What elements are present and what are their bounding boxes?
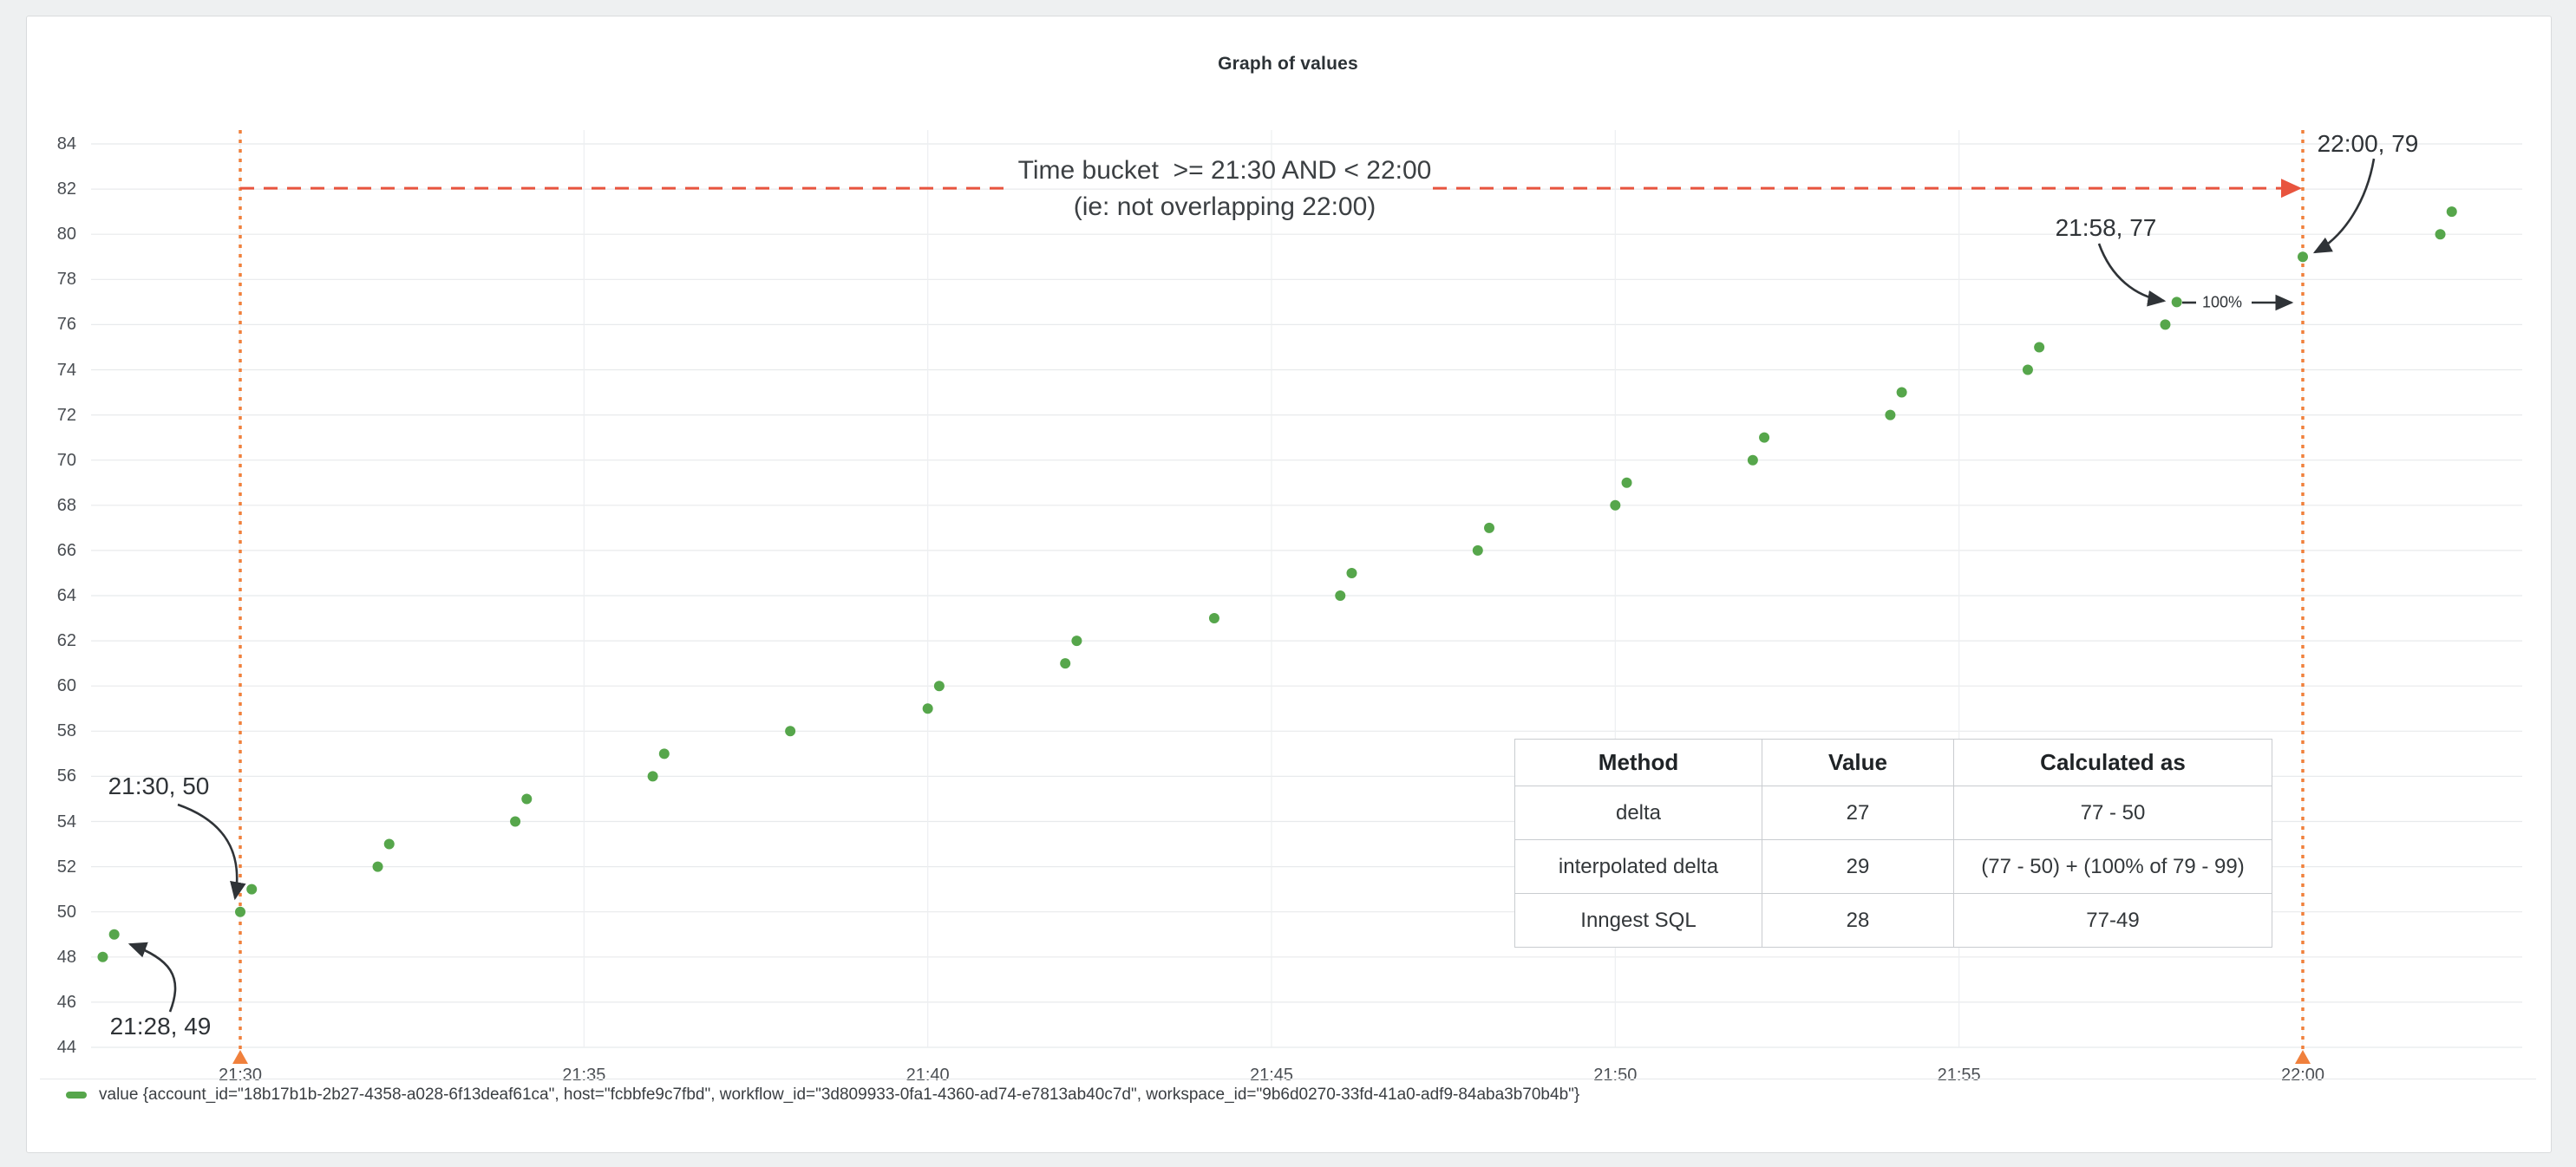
data-point bbox=[1346, 567, 1357, 578]
data-point bbox=[1610, 499, 1621, 511]
time-bucket-note-line1: Time bucket >= 21:30 AND < 22:00 bbox=[1017, 156, 1432, 185]
data-point bbox=[1484, 522, 1495, 533]
y-tick-label: 56 bbox=[56, 766, 76, 786]
data-point bbox=[235, 906, 245, 917]
table-row: interpolated delta 29 (77 - 50) + (100% of… bbox=[1514, 839, 2272, 894]
y-tick-label: 60 bbox=[56, 676, 76, 696]
y-tick-label: 50 bbox=[56, 902, 76, 922]
data-point bbox=[658, 748, 670, 760]
time-marker-triangle-icon bbox=[232, 1050, 248, 1064]
data-point bbox=[1885, 409, 1896, 421]
x-tick-label: 21:45 bbox=[1249, 1066, 1294, 1085]
data-point bbox=[1071, 636, 1082, 647]
panel-title: Graph of values bbox=[1218, 54, 1358, 74]
table-cell: 77 - 50 bbox=[1953, 786, 2272, 840]
annotation-21-30-50: 21:30, 50 bbox=[108, 773, 210, 799]
arrow-to-21-28-49 bbox=[127, 942, 177, 1013]
data-point bbox=[97, 951, 108, 962]
x-tick-label: 21:55 bbox=[1937, 1066, 1981, 1085]
data-point bbox=[922, 703, 933, 714]
table-row: Inngest SQL 28 77-49 bbox=[1514, 893, 2272, 948]
calculation-table-head: Method Value Calculated as bbox=[1514, 739, 2272, 786]
chart-panel bbox=[26, 16, 2552, 1153]
y-tick-label: 84 bbox=[56, 134, 76, 153]
data-point bbox=[2171, 297, 2182, 308]
y-tick-label: 76 bbox=[56, 315, 76, 335]
data-point bbox=[933, 681, 945, 692]
data-point bbox=[1060, 658, 1071, 669]
data-point bbox=[510, 816, 521, 827]
y-tick-label: 68 bbox=[56, 495, 76, 515]
time-marker-triangle-icon bbox=[2295, 1050, 2311, 1064]
data-point bbox=[521, 793, 533, 805]
table-cell: (77 - 50) + (100% of 79 - 99) bbox=[1953, 839, 2272, 894]
calculation-table: Method Value Calculated as delta 27 77 - 50 i… bbox=[1514, 739, 2272, 948]
arrow-to-21-30-50 bbox=[177, 803, 246, 901]
table-cell: 77-49 bbox=[1953, 893, 2272, 948]
table-cell: interpolated delta bbox=[1514, 839, 1762, 894]
y-tick-label: 48 bbox=[56, 947, 76, 967]
table-cell: Inngest SQL bbox=[1514, 893, 1762, 948]
legend-item[interactable]: value {account_id="18b17b1b-2b27-4358-a0… bbox=[66, 1086, 1579, 1105]
data-point bbox=[108, 929, 120, 940]
data-point bbox=[1747, 454, 1758, 466]
table-cell: 29 bbox=[1762, 839, 1954, 894]
data-point bbox=[647, 771, 658, 782]
y-tick-label: 74 bbox=[56, 360, 76, 380]
y-tick-label: 46 bbox=[56, 992, 76, 1012]
data-point bbox=[2022, 364, 2033, 375]
data-point bbox=[2446, 206, 2457, 218]
annotation-100-percent: 100% bbox=[2201, 293, 2243, 311]
data-point bbox=[2160, 319, 2171, 330]
calculation-table-body: delta 27 77 - 50 interpolated delta 29 (77 - … bbox=[1514, 786, 2272, 948]
y-tick-label: 62 bbox=[56, 631, 76, 651]
x-tick-label: 21:50 bbox=[1593, 1066, 1638, 1085]
bucket-range-arrowhead-icon bbox=[2281, 179, 2302, 199]
data-point bbox=[785, 726, 796, 737]
y-tick-label: 70 bbox=[56, 450, 76, 470]
table-cell: 28 bbox=[1762, 893, 1954, 948]
arrow-to-22-00-79 bbox=[2312, 158, 2376, 254]
data-point bbox=[2435, 229, 2446, 240]
arrow-to-21-58-77 bbox=[2097, 243, 2167, 307]
y-tick-label: 82 bbox=[56, 179, 76, 199]
legend-series-label: value {account_id="18b17b1b-2b27-4358-a0… bbox=[99, 1086, 1580, 1104]
y-tick-label: 66 bbox=[56, 540, 76, 560]
y-tick-label: 54 bbox=[56, 812, 76, 831]
series-color-dash-icon bbox=[66, 1092, 87, 1099]
data-point bbox=[1759, 432, 1770, 443]
table-header-cell: Value bbox=[1762, 739, 1954, 786]
annotation-21-28-49: 21:28, 49 bbox=[109, 1013, 212, 1040]
data-point bbox=[1335, 590, 1346, 601]
y-tick-label: 72 bbox=[56, 405, 76, 425]
data-point bbox=[1208, 613, 1219, 624]
data-point bbox=[1472, 544, 1483, 556]
y-tick-label: 58 bbox=[56, 721, 76, 741]
annotation-22-00-79: 22:00, 79 bbox=[2317, 130, 2419, 157]
x-tick-label: 21:30 bbox=[218, 1066, 263, 1085]
x-tick-label: 21:40 bbox=[906, 1066, 950, 1085]
table-cell: 27 bbox=[1762, 786, 1954, 840]
annotation-21-58-77: 21:58, 77 bbox=[2055, 214, 2157, 241]
time-bucket-note-line2: (ie: not overlapping 22:00) bbox=[1073, 192, 1376, 221]
data-point bbox=[2034, 342, 2045, 353]
data-point bbox=[1621, 477, 1632, 488]
data-point bbox=[246, 883, 258, 895]
table-row: delta 27 77 - 50 bbox=[1514, 786, 2272, 840]
y-tick-label: 64 bbox=[56, 586, 76, 605]
y-tick-label: 52 bbox=[56, 857, 76, 877]
data-point bbox=[1896, 387, 1907, 398]
y-tick-label: 80 bbox=[56, 225, 76, 244]
table-header-cell: Method bbox=[1514, 739, 1762, 786]
data-point bbox=[372, 861, 383, 872]
y-tick-label: 44 bbox=[56, 1038, 76, 1057]
table-header-cell: Calculated as bbox=[1953, 739, 2272, 786]
x-tick-label: 22:00 bbox=[2280, 1066, 2325, 1085]
data-point bbox=[383, 838, 395, 850]
y-tick-label: 78 bbox=[56, 270, 76, 290]
x-tick-label: 21:35 bbox=[562, 1066, 606, 1085]
table-cell: delta bbox=[1514, 786, 1762, 840]
data-point bbox=[2298, 251, 2308, 263]
